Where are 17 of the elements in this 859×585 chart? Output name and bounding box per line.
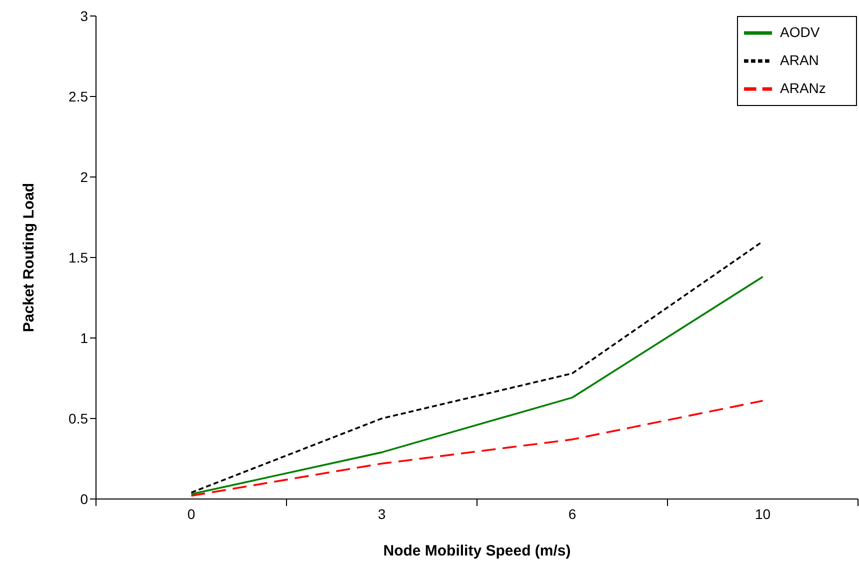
y-tick-label: 3 <box>80 8 88 24</box>
y-tick-label: 2 <box>80 168 88 185</box>
x-tick-label: 0 <box>187 506 196 522</box>
y-tick-label: 2.5 <box>68 88 88 104</box>
y-tick-label: 0.5 <box>68 410 88 426</box>
legend-label: ARAN <box>780 52 819 68</box>
legend-label: AODV <box>780 24 820 40</box>
line-series <box>190 400 764 497</box>
x-tick-label: 6 <box>568 506 576 522</box>
y-axis-title: Packet Routing Load <box>20 182 38 332</box>
x-tick-label: 10 <box>754 506 771 522</box>
legend-label: ARANz <box>780 80 826 96</box>
x-tick-label: 3 <box>378 506 386 522</box>
x-axis-title: Node Mobility Speed (m/s) <box>383 542 571 560</box>
y-tick-label: 1 <box>80 330 88 346</box>
y-tick-label: 1.5 <box>68 249 88 266</box>
y-tick-label: 0 <box>80 490 88 507</box>
